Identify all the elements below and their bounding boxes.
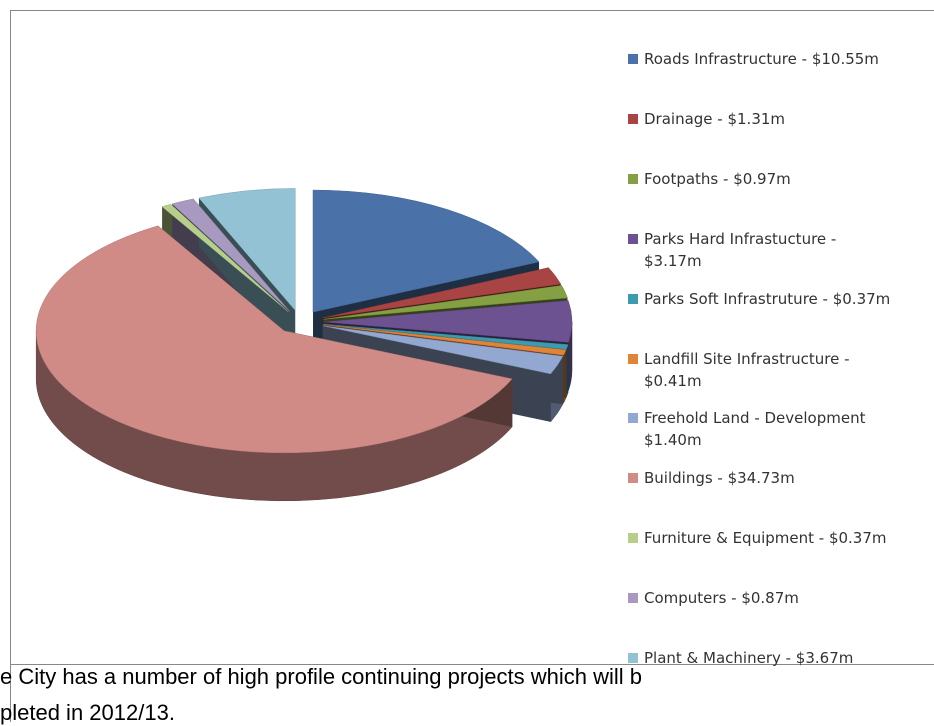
slice-tops (35, 188, 573, 454)
legend-swatch (628, 593, 638, 604)
legend-label: Parks Soft Infrastruture - $0.37m (644, 289, 891, 308)
slice (322, 325, 564, 375)
legend-swatch (628, 113, 638, 124)
legend-label: Furniture & Equipment - $0.37m (644, 529, 887, 548)
legend-label: Buildings - $34.73m (644, 469, 795, 488)
slice (198, 188, 296, 312)
frame-rule (10, 665, 11, 722)
slice (35, 225, 513, 454)
slice (312, 189, 540, 313)
legend-swatch (628, 293, 638, 304)
slice (323, 285, 568, 320)
slice (322, 267, 562, 319)
legend-swatch (628, 233, 638, 244)
body-text: pleted in 2012/13. (0, 700, 175, 725)
body-text: e City has a number of high profile cont… (0, 664, 642, 689)
slice (323, 323, 569, 350)
slice (161, 203, 289, 312)
legend-swatch (628, 54, 638, 64)
legend-label: Drainage - $1.31m (644, 109, 786, 128)
legend-swatch (628, 353, 638, 364)
legend-label: Landfill Site Infrastructure - $0.41m (644, 349, 850, 390)
legend-label: Plant & Machinery - $3.67m (644, 649, 854, 667)
legend-label: Parks Hard Infrastucture - $3.17m (644, 229, 837, 270)
legend-label: Freehold Land - Development $1.40m (644, 409, 866, 450)
legend-label: Roads Infrastructure - $10.55m (644, 50, 879, 68)
legend-label: Footpaths - $0.97m (644, 169, 791, 188)
legend-label: Computers - $0.87m (644, 589, 799, 608)
slice (323, 324, 567, 356)
legend-swatch (628, 653, 638, 663)
legend-swatch (628, 413, 638, 424)
legend-swatch (628, 533, 638, 544)
slice (323, 300, 573, 343)
slice (171, 198, 290, 312)
legend-swatch (628, 473, 638, 484)
chart-frame (10, 10, 934, 665)
legend-swatch (628, 173, 638, 184)
